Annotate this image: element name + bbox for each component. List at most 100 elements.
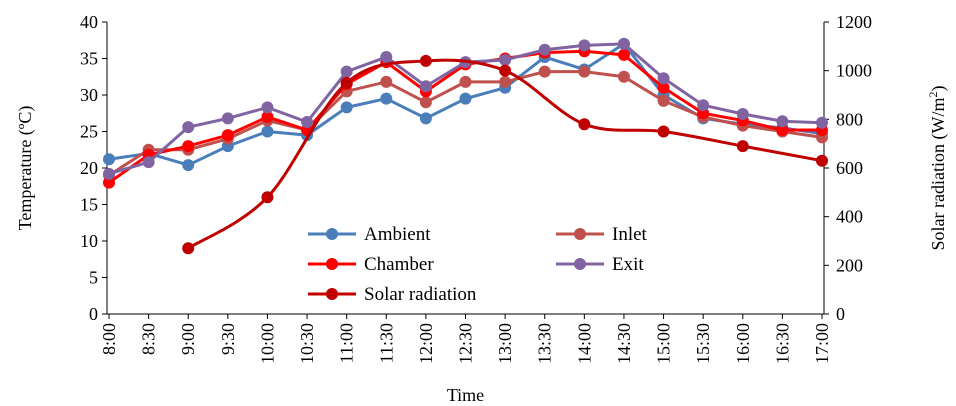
x-tick-label: 8:30 bbox=[139, 323, 159, 355]
data-point bbox=[103, 176, 115, 189]
series-inlet bbox=[103, 65, 828, 182]
y-right-tick-label: 1000 bbox=[836, 61, 872, 81]
x-tick-label: 16:30 bbox=[772, 323, 792, 364]
legend-entry: Inlet bbox=[556, 224, 648, 245]
y-left-tick-label: 15 bbox=[80, 195, 98, 215]
data-point bbox=[340, 101, 353, 114]
data-point bbox=[419, 54, 432, 67]
data-point bbox=[538, 65, 551, 78]
series-line bbox=[187, 58, 823, 250]
data-point bbox=[182, 242, 195, 255]
legend-entry: Chamber bbox=[308, 254, 434, 275]
y-axis-right-label-end: ) bbox=[928, 86, 949, 92]
x-tick-label: 9:00 bbox=[178, 323, 198, 355]
x-tick-label: 10:00 bbox=[257, 323, 277, 364]
y-axis-right-label-sup: 2 bbox=[926, 92, 940, 98]
x-tick-label: 16:00 bbox=[733, 323, 753, 364]
data-point bbox=[419, 96, 432, 109]
data-point bbox=[419, 80, 432, 93]
y-right-tick-label: 600 bbox=[836, 158, 863, 178]
legend: Ambient Inlet Chamber Exit Solar radiation bbox=[308, 224, 648, 305]
data-point bbox=[380, 92, 393, 105]
series-line bbox=[108, 49, 822, 184]
data-point bbox=[776, 124, 789, 137]
data-point bbox=[380, 75, 393, 88]
x-tick-label: 17:00 bbox=[812, 323, 832, 364]
legend-entry: Exit bbox=[556, 254, 644, 275]
y-left-tick-label: 0 bbox=[89, 304, 98, 324]
y-left-tick-label: 40 bbox=[80, 12, 98, 32]
data-point bbox=[657, 125, 670, 138]
legend-label: Inlet bbox=[612, 224, 648, 245]
data-point bbox=[419, 112, 432, 125]
data-point bbox=[657, 81, 670, 94]
y-axis-right-label: Solar radiation (W/m2) bbox=[926, 86, 949, 251]
data-point bbox=[657, 94, 670, 107]
y-right-tick-label: 1200 bbox=[836, 12, 872, 32]
legend-entry: Ambient bbox=[308, 224, 431, 245]
data-point bbox=[816, 154, 828, 167]
x-axis-label: Time bbox=[447, 385, 484, 405]
series-layer bbox=[103, 37, 828, 255]
data-point bbox=[617, 48, 630, 61]
axes: 05101520253035400200400600800100012008:0… bbox=[80, 12, 872, 364]
data-point bbox=[617, 37, 630, 50]
x-tick-label: 13:30 bbox=[535, 323, 555, 364]
data-point bbox=[578, 65, 591, 78]
data-point bbox=[221, 129, 234, 142]
y-axis-right-label-base: Solar radiation (W/m bbox=[928, 98, 949, 251]
y-right-tick-label: 400 bbox=[836, 207, 863, 227]
data-point bbox=[103, 167, 115, 180]
legend-entry: Solar radiation bbox=[308, 284, 477, 305]
data-point bbox=[261, 125, 274, 138]
data-point bbox=[182, 159, 195, 172]
y-left-tick-label: 30 bbox=[80, 85, 98, 105]
legend-marker bbox=[326, 228, 338, 240]
data-point bbox=[736, 140, 749, 153]
x-tick-label: 10:30 bbox=[297, 323, 317, 364]
x-tick-label: 9:30 bbox=[218, 323, 238, 355]
x-tick-label: 12:30 bbox=[456, 323, 476, 364]
legend-marker bbox=[574, 258, 586, 270]
data-point bbox=[459, 92, 472, 105]
data-point bbox=[340, 76, 353, 89]
data-point bbox=[221, 112, 234, 125]
series-solar-radiation bbox=[182, 54, 828, 255]
legend-label: Exit bbox=[612, 254, 644, 275]
data-point bbox=[657, 72, 670, 85]
legend-label: Chamber bbox=[364, 254, 434, 275]
legend-marker bbox=[574, 228, 586, 240]
data-point bbox=[301, 116, 314, 129]
x-tick-label: 15:30 bbox=[693, 323, 713, 364]
data-point bbox=[499, 75, 512, 88]
x-tick-label: 12:00 bbox=[416, 323, 436, 364]
x-tick-label: 15:00 bbox=[654, 323, 674, 364]
y-right-tick-label: 800 bbox=[836, 109, 863, 129]
legend-marker bbox=[326, 258, 338, 270]
data-point bbox=[816, 116, 828, 129]
data-point bbox=[261, 101, 274, 114]
data-point bbox=[736, 107, 749, 120]
data-point bbox=[340, 65, 353, 78]
data-point bbox=[538, 43, 551, 56]
x-tick-label: 13:00 bbox=[495, 323, 515, 364]
y-right-tick-label: 200 bbox=[836, 255, 863, 275]
y-left-tick-label: 25 bbox=[80, 122, 98, 142]
data-point bbox=[261, 110, 274, 123]
y-left-tick-label: 20 bbox=[80, 158, 98, 178]
series-exit bbox=[103, 37, 828, 180]
x-tick-label: 11:00 bbox=[337, 323, 357, 363]
data-point bbox=[697, 99, 710, 112]
data-point bbox=[182, 121, 195, 134]
y-right-tick-label: 0 bbox=[836, 304, 845, 324]
y-axis-left-label: Temperature (ºC) bbox=[15, 106, 36, 231]
data-point bbox=[499, 53, 512, 66]
legend-marker bbox=[326, 288, 338, 300]
data-point bbox=[578, 118, 591, 131]
data-point bbox=[182, 140, 195, 153]
data-point bbox=[261, 191, 274, 204]
legend-label: Ambient bbox=[364, 224, 431, 245]
x-tick-label: 8:00 bbox=[99, 323, 119, 355]
data-point bbox=[380, 51, 393, 64]
